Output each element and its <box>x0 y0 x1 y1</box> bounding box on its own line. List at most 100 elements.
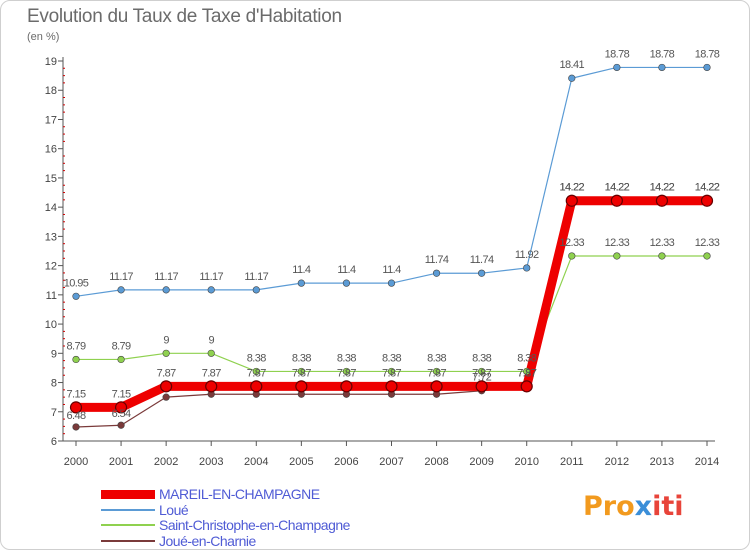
series-marker <box>69 401 83 414</box>
y-tick-label: 9 <box>51 348 57 360</box>
legend-item: MAREIL-EN-CHAMPAGNE <box>101 486 320 502</box>
series-marker <box>432 367 441 376</box>
x-tick-label: 2014 <box>695 456 719 468</box>
data-label: 11.74 <box>470 254 494 266</box>
series-marker <box>205 380 218 393</box>
data-label: 8.79 <box>66 340 85 352</box>
series-marker <box>340 380 353 393</box>
data-label: 7.15 <box>66 388 85 400</box>
data-label: 11.17 <box>154 271 178 283</box>
series-marker <box>162 286 170 294</box>
series-marker <box>72 355 80 364</box>
series-marker <box>658 63 666 72</box>
legend-swatch <box>101 540 155 542</box>
y-tick-label: 14 <box>45 202 57 214</box>
x-tick-label: 2009 <box>469 456 493 468</box>
legend-label: Loué <box>159 502 189 518</box>
series-marker <box>114 401 128 414</box>
data-label: 7.87 <box>337 367 356 379</box>
logo-part-2: x <box>634 491 653 522</box>
data-label: 8.38 <box>517 352 536 364</box>
data-label: 11.17 <box>244 271 268 283</box>
data-label: 7.87 <box>157 367 176 379</box>
y-tick-label: 12 <box>45 261 57 273</box>
x-tick-label: 2008 <box>424 456 448 468</box>
data-label: 11.74 <box>425 254 449 266</box>
data-label: 14.22 <box>650 182 675 194</box>
data-label: 7.87 <box>292 367 311 379</box>
legend-swatch <box>101 489 155 499</box>
logo-part-1: Pro <box>583 491 635 522</box>
series-marker <box>430 380 443 393</box>
data-label: 8.38 <box>427 352 446 364</box>
chart-title: Evolution du Taux de Taxe d'Habitation <box>27 6 342 27</box>
y-tick-label: 10 <box>45 319 57 331</box>
data-label: 14.22 <box>695 182 720 194</box>
data-label: 7.87 <box>247 367 266 379</box>
data-label: 18.78 <box>605 48 630 60</box>
data-label: 12.33 <box>650 237 675 249</box>
series-marker <box>252 286 260 294</box>
data-label: 11.4 <box>382 264 401 276</box>
data-label: 14.22 <box>695 182 720 194</box>
legend-swatch <box>101 509 155 511</box>
series-marker <box>162 393 170 401</box>
x-tick-label: 2011 <box>560 456 584 468</box>
series-marker <box>478 269 486 277</box>
legend-item: Saint-Christophe-en-Champagne <box>101 517 350 533</box>
data-label: 7.87 <box>517 367 536 379</box>
logo-part-3: iti <box>652 491 684 522</box>
data-label: 11.4 <box>337 264 356 276</box>
y-tick-label: 13 <box>45 231 57 243</box>
legend-item: Joué-en-Charnie <box>101 533 256 549</box>
series-marker <box>72 292 80 300</box>
legend-swatch <box>101 524 155 526</box>
data-label: 6.54 <box>112 408 131 420</box>
data-label: 7.87 <box>427 367 446 379</box>
data-label: 14.22 <box>605 182 630 194</box>
series-marker <box>117 286 125 294</box>
x-tick-label: 2010 <box>514 456 538 468</box>
data-label: 11.17 <box>109 271 133 283</box>
data-label: 11.17 <box>199 271 223 283</box>
x-tick-label: 2000 <box>64 456 88 468</box>
data-label: 11.4 <box>292 264 311 276</box>
data-label: 18.41 <box>560 59 585 71</box>
series-marker <box>117 421 125 429</box>
data-label: 7.87 <box>202 367 221 379</box>
chart-subtitle: (en %) <box>27 31 60 43</box>
series-marker <box>568 74 576 82</box>
legend-item: Loué <box>101 502 189 518</box>
data-label: 14.22 <box>560 182 585 194</box>
series-marker <box>658 252 666 260</box>
data-label: 9 <box>163 334 169 346</box>
series-marker <box>387 367 396 376</box>
x-tick-label: 2004 <box>244 456 268 468</box>
data-label: 14.22 <box>560 182 585 194</box>
y-tick-label: 16 <box>45 144 57 156</box>
series-marker <box>610 194 623 207</box>
series-marker <box>565 194 578 207</box>
data-label: 9 <box>208 334 214 346</box>
data-label: 7.15 <box>112 388 131 400</box>
data-label: 8.38 <box>292 352 311 364</box>
series-marker <box>523 367 531 376</box>
y-tick-label: 19 <box>45 56 57 68</box>
data-label: 12.33 <box>605 237 630 249</box>
series-marker <box>655 194 669 207</box>
x-tick-label: 2012 <box>605 456 629 468</box>
data-label: 8.38 <box>382 352 401 364</box>
series-marker <box>613 252 621 260</box>
data-label: 6.48 <box>66 410 85 422</box>
data-label: 18.78 <box>650 48 675 60</box>
series-marker <box>385 380 398 393</box>
data-label: 12.33 <box>560 237 585 249</box>
data-label: 7.87 <box>382 367 401 379</box>
x-tick-label: 2005 <box>289 456 313 468</box>
data-label: 12.33 <box>695 237 720 249</box>
proxiti-logo: Proxiti <box>583 491 684 522</box>
x-tick-label: 2006 <box>334 456 358 468</box>
y-tick-label: 7 <box>51 407 57 419</box>
series-marker <box>613 63 621 72</box>
series-marker <box>478 367 486 376</box>
